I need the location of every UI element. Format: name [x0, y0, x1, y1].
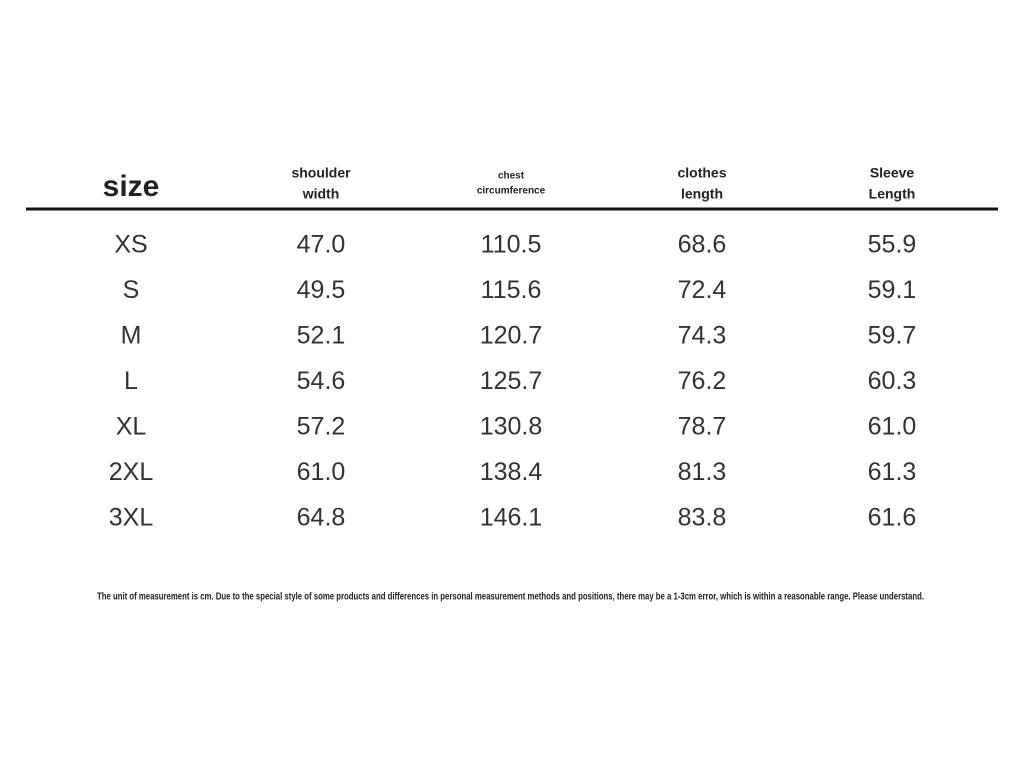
header-cell: shoulder — [291, 165, 351, 181]
table-cell: 54.6 — [297, 367, 346, 395]
size-label: 3XL — [109, 504, 154, 532]
table-cell: 76.2 — [678, 367, 727, 395]
table-cell: 130.8 — [480, 413, 543, 441]
table-cell: 74.3 — [678, 322, 727, 350]
table-cell: 138.4 — [480, 458, 543, 486]
table-cell: 61.6 — [868, 504, 917, 532]
header-cell: length — [681, 186, 723, 202]
size-label: M — [121, 322, 142, 350]
table-cell: 60.3 — [868, 367, 917, 395]
table-cell: 81.3 — [678, 458, 727, 486]
table-cell: 55.9 — [868, 231, 917, 259]
table-cell: 125.7 — [480, 367, 543, 395]
table-cell: 47.0 — [297, 231, 346, 259]
size-label: S — [123, 276, 140, 304]
table-cell: 120.7 — [480, 322, 543, 350]
table-cell: 59.1 — [868, 276, 917, 304]
table-cell: 61.0 — [868, 413, 917, 441]
header-cell: width — [302, 186, 340, 202]
table-cell: 78.7 — [678, 413, 727, 441]
table-cell: 115.6 — [481, 276, 542, 304]
note: The unit of measurement is cm. Due to th… — [97, 592, 924, 603]
table-cell: 64.8 — [297, 504, 346, 532]
header-cell: Sleeve — [870, 165, 915, 181]
table-cell: 49.5 — [297, 276, 346, 304]
table-cell: 61.0 — [297, 458, 346, 486]
table-cell: 52.1 — [297, 322, 346, 350]
table-cell: 110.5 — [481, 231, 542, 259]
size-label: XS — [114, 231, 147, 259]
table-cell: 57.2 — [297, 413, 346, 441]
header-cell: clothes — [677, 165, 726, 181]
header-cell: size — [103, 170, 160, 203]
table-cell: 61.3 — [868, 458, 917, 486]
table-cell: 83.8 — [678, 504, 727, 532]
size-label: 2XL — [109, 458, 154, 486]
table-cell: 72.4 — [678, 276, 727, 304]
size-label: L — [124, 367, 138, 395]
table-cell: 68.6 — [678, 231, 727, 259]
table-cell: 59.7 — [868, 322, 917, 350]
header-cell: Length — [869, 186, 916, 202]
table-cell: 146.1 — [480, 504, 543, 532]
header-cell: chest — [498, 171, 525, 182]
header-cell: circumference — [477, 186, 546, 197]
size-label: XL — [116, 413, 147, 441]
